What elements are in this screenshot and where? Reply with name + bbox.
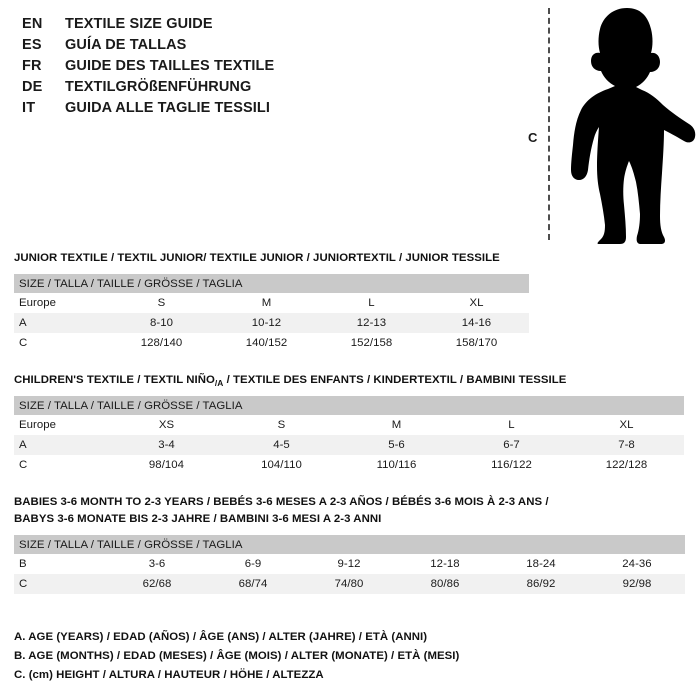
table-cell: 12-18 <box>397 554 493 574</box>
table-cell: 104/110 <box>224 455 339 475</box>
table-row: A 3-4 4-5 5-6 6-7 7-8 <box>14 435 684 455</box>
section-title-sub: /A <box>214 377 224 388</box>
row-label: Europe <box>14 293 109 313</box>
language-title: TEXTILE SIZE GUIDE <box>65 16 213 32</box>
table-cell: 68/74 <box>205 574 301 594</box>
row-label: A <box>14 435 109 455</box>
language-code: EN <box>22 16 43 32</box>
size-bar-label: SIZE / TALLA / TAILLE / GRÖSSE / TAGLIA <box>14 535 685 554</box>
table-row: Europe XS S M L XL <box>14 415 684 435</box>
table-cell: 3-6 <box>109 554 205 574</box>
size-bar-label: SIZE / TALLA / TAILLE / GRÖSSE / TAGLIA <box>14 274 529 293</box>
height-measure-label: C <box>528 130 538 145</box>
table-row: C 62/68 68/74 74/80 80/86 86/92 92/98 <box>14 574 685 594</box>
section-title: JUNIOR TEXTILE / TEXTIL JUNIOR/ TEXTILE … <box>14 252 500 264</box>
language-title: GUIDE DES TAILLES TEXTILE <box>65 58 275 74</box>
table-cell: XL <box>569 415 684 435</box>
row-label: B <box>14 554 109 574</box>
table-cell: 98/104 <box>109 455 224 475</box>
legend-line-b: B. AGE (MONTHS) / EDAD (MESES) / ÂGE (MO… <box>14 650 460 662</box>
legend-line-a: A. AGE (YEARS) / EDAD (AÑOS) / ÂGE (ANS)… <box>14 631 428 643</box>
children-size-table: SIZE / TALLA / TAILLE / GRÖSSE / TAGLIA … <box>14 396 684 475</box>
table-cell: 9-12 <box>301 554 397 574</box>
section-title-post: / TEXTILE DES ENFANTS / KINDERTEXTIL / B… <box>223 374 567 386</box>
table-row: A 8-10 10-12 12-13 14-16 <box>14 313 529 333</box>
table-cell: 140/152 <box>214 333 319 353</box>
table-cell: L <box>319 293 424 313</box>
table-row: Europe S M L XL <box>14 293 529 313</box>
table-row: C 98/104 104/110 110/116 116/122 122/128 <box>14 455 684 475</box>
language-row-en: EN TEXTILE SIZE GUIDE <box>22 16 482 37</box>
language-code: DE <box>22 79 43 95</box>
language-code: IT <box>22 100 36 116</box>
table-cell: 8-10 <box>109 313 214 333</box>
babies-size-table: SIZE / TALLA / TAILLE / GRÖSSE / TAGLIA … <box>14 535 685 594</box>
section-title-line1: BABIES 3-6 MONTH TO 2-3 YEARS / BEBÉS 3-… <box>14 496 549 508</box>
language-title: GUÍA DE TALLAS <box>65 37 187 53</box>
section-title: CHILDREN'S TEXTILE / TEXTIL NIÑO/A / TEX… <box>14 372 684 389</box>
table-cell: M <box>339 415 454 435</box>
table-cell: 92/98 <box>589 574 685 594</box>
table-cell: 80/86 <box>397 574 493 594</box>
language-code: ES <box>22 37 42 53</box>
language-title-list: EN TEXTILE SIZE GUIDE ES GUÍA DE TALLAS … <box>22 16 482 121</box>
table-cell: 6-9 <box>205 554 301 574</box>
toddler-silhouette-icon <box>571 8 696 244</box>
table-cell: 116/122 <box>454 455 569 475</box>
table-cell: 122/128 <box>569 455 684 475</box>
legend-line-c: C. (cm) HEIGHT / ALTURA / HAUTEUR / HÖHE… <box>14 669 324 681</box>
language-title: TEXTILGRÖßENFÜHRUNG <box>65 79 252 95</box>
row-label: C <box>14 333 109 353</box>
table-cell: 24-36 <box>589 554 685 574</box>
table-cell: 74/80 <box>301 574 397 594</box>
height-illustration: C <box>510 0 700 250</box>
table-cell: M <box>214 293 319 313</box>
table-cell: 158/170 <box>424 333 529 353</box>
section-junior-textile: JUNIOR TEXTILE / TEXTIL JUNIOR/ TEXTILE … <box>14 250 529 353</box>
table-cell: 5-6 <box>339 435 454 455</box>
section-babies-textile: BABIES 3-6 MONTH TO 2-3 YEARS / BEBÉS 3-… <box>14 494 685 594</box>
table-cell: 152/158 <box>319 333 424 353</box>
table-cell: S <box>109 293 214 313</box>
row-label: A <box>14 313 109 333</box>
table-cell: 86/92 <box>493 574 589 594</box>
table-cell: XS <box>109 415 224 435</box>
table-row: C 128/140 140/152 152/158 158/170 <box>14 333 529 353</box>
language-row-de: DE TEXTILGRÖßENFÜHRUNG <box>22 79 482 100</box>
table-cell: 18-24 <box>493 554 589 574</box>
language-row-it: IT GUIDA ALLE TAGLIE TESSILI <box>22 100 482 121</box>
table-cell: L <box>454 415 569 435</box>
table-cell: XL <box>424 293 529 313</box>
table-cell: 12-13 <box>319 313 424 333</box>
size-bar-label: SIZE / TALLA / TAILLE / GRÖSSE / TAGLIA <box>14 396 684 415</box>
table-row: B 3-6 6-9 9-12 12-18 18-24 24-36 <box>14 554 685 574</box>
table-cell: 128/140 <box>109 333 214 353</box>
row-label: C <box>14 574 109 594</box>
table-header-bar: SIZE / TALLA / TAILLE / GRÖSSE / TAGLIA <box>14 396 684 415</box>
measurement-legend: A. AGE (YEARS) / EDAD (AÑOS) / ÂGE (ANS)… <box>14 628 614 685</box>
table-header-bar: SIZE / TALLA / TAILLE / GRÖSSE / TAGLIA <box>14 535 685 554</box>
junior-size-table: SIZE / TALLA / TAILLE / GRÖSSE / TAGLIA … <box>14 274 529 353</box>
table-header-bar: SIZE / TALLA / TAILLE / GRÖSSE / TAGLIA <box>14 274 529 293</box>
section-title-line2: BABYS 3-6 MONATE BIS 2-3 JAHRE / BAMBINI… <box>14 513 382 525</box>
section-childrens-textile: CHILDREN'S TEXTILE / TEXTIL NIÑO/A / TEX… <box>14 372 684 475</box>
table-cell: 6-7 <box>454 435 569 455</box>
language-row-es: ES GUÍA DE TALLAS <box>22 37 482 58</box>
height-measure-dashed-line <box>548 8 550 240</box>
language-code: FR <box>22 58 42 74</box>
section-title-pre: CHILDREN'S TEXTILE / TEXTIL NIÑO <box>14 374 215 386</box>
language-title: GUIDA ALLE TAGLIE TESSILI <box>65 100 270 116</box>
table-cell: S <box>224 415 339 435</box>
table-cell: 14-16 <box>424 313 529 333</box>
table-cell: 10-12 <box>214 313 319 333</box>
language-row-fr: FR GUIDE DES TAILLES TEXTILE <box>22 58 482 79</box>
row-label: Europe <box>14 415 109 435</box>
table-cell: 62/68 <box>109 574 205 594</box>
table-cell: 7-8 <box>569 435 684 455</box>
table-cell: 4-5 <box>224 435 339 455</box>
table-cell: 3-4 <box>109 435 224 455</box>
row-label: C <box>14 455 109 475</box>
table-cell: 110/116 <box>339 455 454 475</box>
